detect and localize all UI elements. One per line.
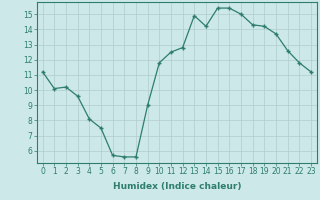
X-axis label: Humidex (Indice chaleur): Humidex (Indice chaleur)	[113, 182, 241, 191]
